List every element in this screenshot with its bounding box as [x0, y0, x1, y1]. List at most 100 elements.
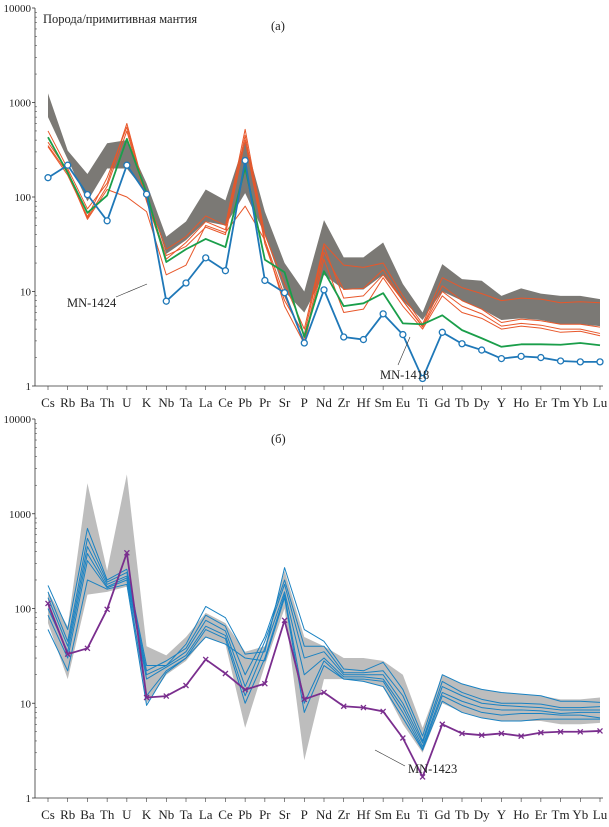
- x-tick-label-tb: Tb: [455, 395, 469, 410]
- series-line-blue-6: [47, 579, 600, 751]
- x-tick-label-dy: Dy: [474, 807, 490, 822]
- series-line-orange-3: [47, 145, 601, 345]
- data-point-mn-1424: [379, 310, 387, 318]
- data-point-mn-1423: [577, 728, 584, 735]
- data-point-mn-1423: [557, 728, 564, 735]
- x-tick-label-yb: Yb: [572, 807, 588, 822]
- data-point-mn-1424: [202, 254, 210, 262]
- data-point-mn-1424: [537, 353, 545, 362]
- data-point-mn-1423: [64, 651, 71, 658]
- data-point-mn-1423: [84, 645, 91, 652]
- data-point-mn-1424: [478, 346, 486, 354]
- y-tick-label: 100: [15, 604, 32, 616]
- data-point-mn-1424: [123, 161, 131, 169]
- x-tick-label-nb: Nb: [158, 807, 174, 822]
- data-point-mn-1424: [418, 374, 427, 383]
- data-point-mn-1423: [202, 656, 209, 663]
- x-tick-label-la: La: [199, 395, 213, 410]
- data-point-mn-1423: [242, 686, 249, 693]
- data-point-mn-1424: [221, 267, 230, 275]
- x-tick-label-sm: Sm: [374, 395, 391, 410]
- data-point-mn-1423: [143, 694, 150, 701]
- data-point-mn-1423: [340, 703, 347, 710]
- data-point-mn-1424: [182, 279, 190, 287]
- x-tick-label-rb: Rb: [60, 807, 75, 822]
- data-point-mn-1423: [104, 606, 111, 613]
- y-tick-label: 10: [20, 698, 32, 710]
- data-point-mn-1423: [301, 696, 308, 703]
- x-tick-label-lu: Lu: [593, 395, 608, 410]
- data-point-mn-1423: [498, 730, 505, 737]
- x-tick-label-sm: Sm: [374, 807, 391, 822]
- data-point-mn-1423: [163, 693, 170, 700]
- data-point-mn-1424: [458, 340, 466, 348]
- x-tick-label-th: Th: [100, 807, 115, 822]
- x-tick-label-k: K: [142, 807, 152, 822]
- data-point-mn-1423: [123, 549, 130, 556]
- data-point-mn-1423: [597, 727, 603, 734]
- series-line-blue-2: [47, 537, 601, 742]
- data-point-mn-1424: [280, 289, 289, 297]
- data-point-mn-1423: [261, 680, 268, 687]
- panel-b: 1 10 100 1000 10000 Cs Rb Ba Th U K Nb Ta La Ce Pb Pr Sr P…: [4, 414, 608, 822]
- data-point-mn-1423: [518, 733, 525, 740]
- x-tick-label-lu: Lu: [593, 807, 608, 822]
- data-point-mn-1424: [556, 357, 565, 365]
- x-tick-label-u: U: [122, 395, 132, 410]
- plot-area: 1 10 100 1000 10000 Cs Rb Ba Th U K Nb Ta La Ce Pb Pr Sr P…: [4, 3, 608, 410]
- data-point-mn-1424: [103, 217, 111, 225]
- data-point-mn-1424: [64, 161, 72, 169]
- x-tick-label-y: Y: [497, 807, 507, 822]
- data-point-mn-1424: [497, 354, 506, 363]
- data-point-mn-1423: [537, 729, 544, 736]
- x-tick-label-hf: Hf: [357, 395, 371, 410]
- x-tick-label-er: Er: [535, 395, 548, 410]
- data-point-mn-1424: [320, 286, 328, 294]
- x-tick-label-u: U: [122, 807, 132, 822]
- data-point-mn-1424: [83, 190, 92, 199]
- series-line-blue-3: [47, 546, 600, 744]
- x-tick-label-pr: Pr: [259, 395, 271, 410]
- x-tick-label-ti: Ti: [417, 807, 428, 822]
- x-tick-label-ti: Ti: [417, 395, 428, 410]
- x-tick-label-ta: Ta: [180, 395, 193, 410]
- x-tick-label-yb: Yb: [572, 395, 588, 410]
- data-point-mn-1424: [576, 358, 584, 366]
- x-tick-label-tm: Tm: [552, 807, 570, 822]
- data-point-mn-1423: [439, 721, 446, 728]
- x-tick-label-cs: Cs: [41, 807, 55, 822]
- panel-label-a: (а): [271, 19, 285, 33]
- x-tick-label-sr: Sr: [279, 395, 291, 410]
- data-point-mn-1423: [45, 600, 51, 607]
- annotation-mn-1424: MN-1424: [67, 296, 117, 310]
- x-tick-label-tb: Tb: [455, 807, 469, 822]
- data-point-mn-1424: [340, 333, 348, 341]
- panel-a: 1 10 100 1000 10000 Cs Rb Ba Th U K Nb Ta La Ce Pb Pr Sr P…: [4, 3, 608, 410]
- data-point-mn-1424: [44, 174, 52, 182]
- data-point-mn-1423: [360, 704, 367, 711]
- x-tick-label-nd: Nd: [316, 807, 332, 822]
- x-tick-label-zr: Zr: [338, 807, 351, 822]
- x-tick-label-dy: Dy: [474, 395, 490, 410]
- range-band: [48, 93, 600, 327]
- x-tick-label-la: La: [199, 807, 213, 822]
- x-tick-label-y: Y: [497, 395, 507, 410]
- x-tick-label-p: P: [301, 395, 308, 410]
- series-line-blue-5: [47, 560, 601, 750]
- data-point-mn-1424: [142, 190, 151, 198]
- series-line-mn-1418: [47, 136, 601, 348]
- x-tick-label-zr: Zr: [338, 395, 351, 410]
- y-tick-label: 1: [26, 381, 32, 393]
- y-tick-label: 1000: [9, 509, 32, 521]
- y-tick-label: 100: [15, 192, 32, 204]
- x-tick-label-ba: Ba: [80, 807, 95, 822]
- annotation-leader-mn-1423: [374, 749, 406, 767]
- annotation-leader-mn-1424: [115, 283, 148, 298]
- x-tick-label-tm: Tm: [552, 395, 570, 410]
- y-axis-title: Порода/примитивная мантия: [43, 12, 197, 26]
- annotation-mn-1418: MN-1418: [380, 368, 429, 382]
- data-point-mn-1424: [517, 352, 525, 360]
- y-tick-label: 1000: [9, 98, 32, 110]
- annotation-leader-mn-1418: [397, 336, 411, 366]
